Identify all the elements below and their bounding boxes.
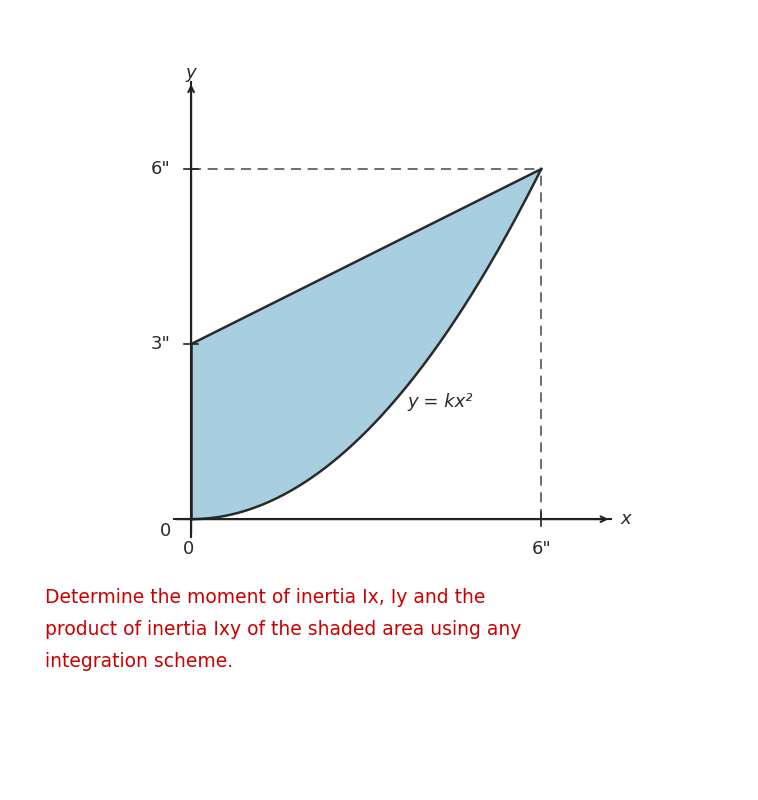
Text: 3": 3"	[151, 335, 171, 353]
Text: Determine the moment of inertia Ix, Iy and the: Determine the moment of inertia Ix, Iy a…	[45, 588, 486, 607]
Text: 0: 0	[183, 539, 194, 558]
Text: 6": 6"	[151, 160, 171, 178]
Text: 6": 6"	[531, 539, 551, 558]
Text: product of inertia Ixy of the shaded area using any: product of inertia Ixy of the shaded are…	[45, 620, 522, 639]
Text: y: y	[186, 64, 196, 82]
Text: y = kx²: y = kx²	[407, 394, 472, 411]
Polygon shape	[191, 169, 541, 519]
Text: x: x	[620, 510, 631, 528]
Text: 0: 0	[159, 522, 171, 540]
Text: integration scheme.: integration scheme.	[45, 652, 233, 671]
